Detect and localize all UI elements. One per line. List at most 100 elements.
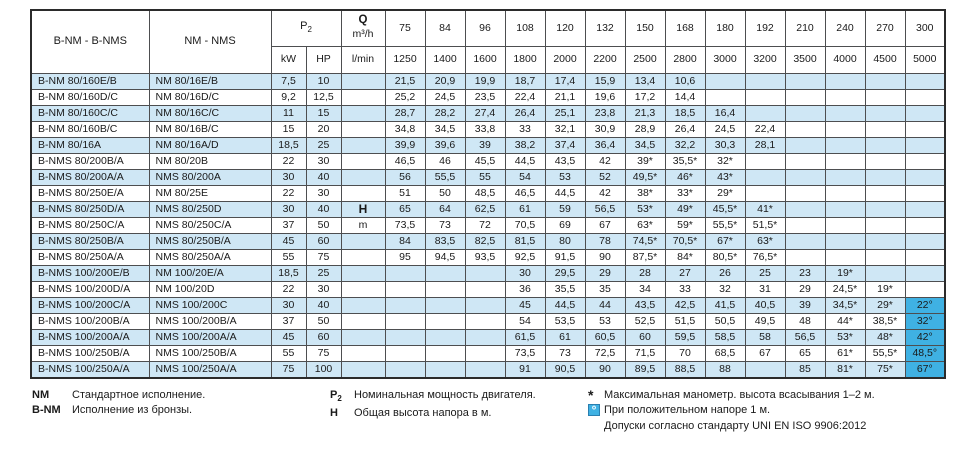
flow-lmin-header: 4500: [864, 45, 906, 74]
head-value-cell: 58: [744, 328, 786, 346]
head-value-cell: 51,5: [664, 312, 706, 330]
head-value-cell: [464, 280, 506, 298]
flow-lmin-header: 3200: [744, 45, 786, 74]
head-value-cell: 21,1: [544, 88, 586, 106]
nm-model-cell: NMS 100/200B/A: [148, 312, 272, 330]
head-value-cell: 24,5*: [824, 280, 866, 298]
head-value-cell: 63*: [624, 216, 666, 234]
head-value-cell: 48,5°: [904, 344, 946, 362]
head-value-cell: 70,5: [504, 216, 546, 234]
head-value-cell: 53,5: [544, 312, 586, 330]
head-value-cell: [384, 264, 426, 282]
bnm-model-cell: B-NMS 80/250E/A: [30, 184, 150, 202]
head-value-cell: 90: [584, 360, 626, 378]
hp-cell: 10: [305, 72, 342, 90]
bnm-model-cell: B-NMS 80/250A/A: [30, 248, 150, 266]
head-value-cell: 30: [504, 264, 546, 282]
head-value-cell: 28,7: [384, 104, 426, 122]
head-value-cell: [824, 248, 866, 266]
head-value-cell: [464, 360, 506, 378]
head-value-cell: [384, 360, 426, 378]
head-value-cell: 69: [544, 216, 586, 234]
header-row-m3h: B-NM - B-NMS NM - NMS P2 Q m³/h 75 84 96 10…: [30, 9, 946, 74]
head-value-cell: 44,5: [504, 152, 546, 170]
head-value-cell: 53: [584, 312, 626, 330]
legend-text-h: Общая высота напора в м.: [354, 406, 492, 419]
legend-symbol-p2: P2: [330, 388, 342, 403]
head-value-cell: 42: [584, 152, 626, 170]
head-value-cell: [824, 104, 866, 122]
hp-cell: 40: [305, 200, 342, 218]
head-value-cell: 43,5: [624, 296, 666, 314]
head-value-cell: 61: [544, 328, 586, 346]
head-value-cell: [864, 88, 906, 106]
head-value-cell: 32,2: [664, 136, 706, 154]
bnm-model-cell: B-NM 80/160B/C: [30, 120, 150, 138]
head-value-cell: 32: [704, 280, 746, 298]
nm-model-cell: NM 80/25E: [148, 184, 272, 202]
hp-cell: 60: [305, 232, 342, 250]
head-value-cell: 52: [584, 168, 626, 186]
head-value-cell: 76,5*: [744, 248, 786, 266]
head-value-cell: 46,5: [384, 152, 426, 170]
head-value-cell: [784, 152, 826, 170]
head-value-cell: [904, 248, 946, 266]
head-value-cell: [904, 136, 946, 154]
head-unit-cell: [340, 328, 386, 346]
head-value-cell: 21,3: [624, 104, 666, 122]
head-value-cell: 27,4: [464, 104, 506, 122]
head-value-cell: 17,2: [624, 88, 666, 106]
head-value-cell: 65: [384, 200, 426, 218]
flow-m3h-header: 270: [864, 9, 906, 47]
pump-row: B-NMS 100/200D/A NM 100/20D 22 30 36 35,5 35 34…: [30, 280, 946, 298]
hp-cell: 30: [305, 152, 342, 170]
head-value-cell: 25,2: [384, 88, 426, 106]
hp-cell: 15: [305, 104, 342, 122]
head-value-cell: 56: [384, 168, 426, 186]
degree-badge-icon: °: [588, 403, 604, 419]
head-value-cell: [904, 216, 946, 234]
legend-text-bnm: Исполнение из бронзы.: [72, 403, 193, 416]
pump-row: B-NM 80/16A NM 80/16A/D 18,5 25 39,9 39,6 39 38…: [30, 136, 946, 154]
nm-model-cell: NM 100/20D: [148, 280, 272, 298]
kw-cell: 22: [270, 280, 307, 298]
hp-cell: 50: [305, 216, 342, 234]
flow-lmin-header: 2500: [624, 45, 666, 74]
head-value-cell: [824, 120, 866, 138]
head-value-cell: 49,5*: [624, 168, 666, 186]
head-value-cell: 33: [504, 120, 546, 138]
head-value-cell: [744, 360, 786, 378]
head-value-cell: [824, 200, 866, 218]
bnm-model-cell: B-NM 80/16A: [30, 136, 150, 154]
kw-cell: 30: [270, 296, 307, 314]
head-value-cell: 43*: [704, 168, 746, 186]
head-value-cell: 26: [704, 264, 746, 282]
head-value-cell: 27: [664, 264, 706, 282]
head-value-cell: 71,5: [624, 344, 666, 362]
flow-m3h-header: 75: [384, 9, 426, 47]
head-value-cell: [424, 264, 466, 282]
head-value-cell: 88,5: [664, 360, 706, 378]
kw-cell: 11: [270, 104, 307, 122]
head-value-cell: [464, 312, 506, 330]
head-value-cell: 30,3: [704, 136, 746, 154]
pump-row: B-NM 80/160C/C NM 80/16C/C 11 15 28,7 28,2 27,…: [30, 104, 946, 122]
head-value-cell: 18,7: [504, 72, 546, 90]
head-value-cell: 67°: [904, 360, 946, 378]
head-value-cell: 32°: [904, 312, 946, 330]
kw-cell: 18,5: [270, 264, 307, 282]
bnm-model-cell: B-NMS 80/250B/A: [30, 232, 150, 250]
head-value-cell: 32,1: [544, 120, 586, 138]
pump-row: B-NMS 100/250B/A NMS 100/250B/A 55 75 73,5 73…: [30, 344, 946, 362]
head-value-cell: 23: [784, 264, 826, 282]
head-value-cell: 44: [584, 296, 626, 314]
head-value-cell: 51,5*: [744, 216, 786, 234]
head-value-cell: 94,5: [424, 248, 466, 266]
head-value-cell: 44,5: [544, 184, 586, 202]
head-value-cell: 55,5*: [704, 216, 746, 234]
asterisk-icon: *: [588, 386, 594, 403]
header-hp: HP: [305, 45, 342, 74]
kw-cell: 55: [270, 344, 307, 362]
head-value-cell: 72: [464, 216, 506, 234]
head-value-cell: 61: [504, 200, 546, 218]
